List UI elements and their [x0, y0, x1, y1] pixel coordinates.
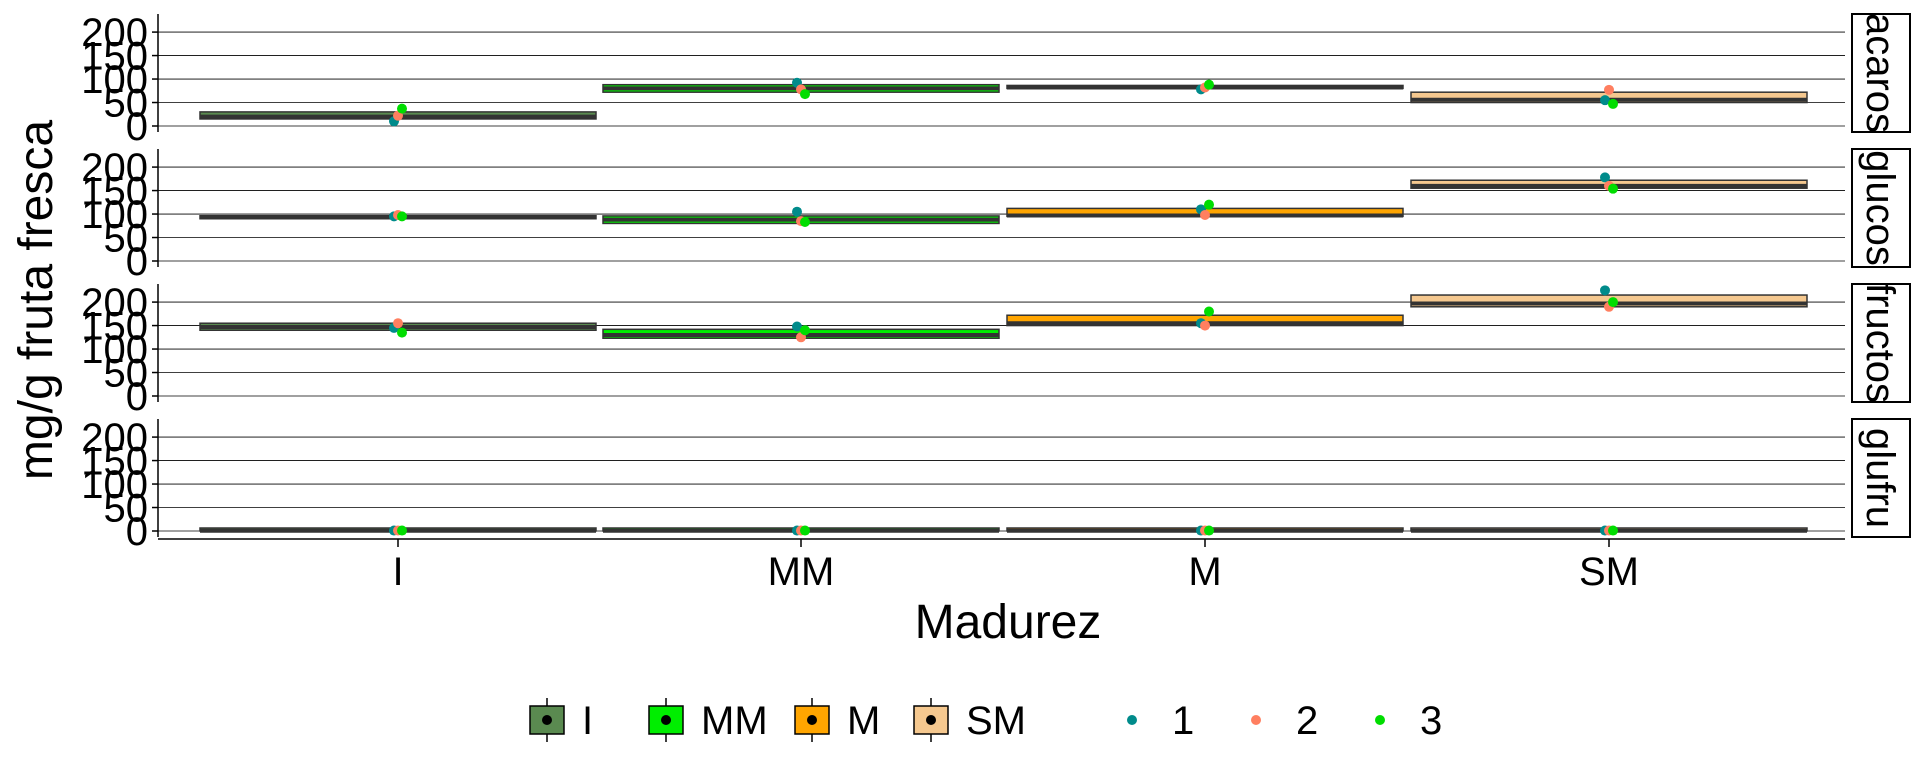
y-tick-label: 0 [126, 375, 148, 419]
y-tick-label: 100 [81, 193, 148, 237]
legend-label: 1 [1172, 699, 1194, 743]
y-tick-label: 0 [126, 240, 148, 284]
legend-label: I [582, 699, 593, 743]
y-tick-label: 200 [81, 281, 148, 325]
point-rep-3-M [1204, 306, 1214, 317]
point-rep-3-MM [800, 217, 810, 228]
y-tick-label: 150 [81, 35, 148, 79]
point-rep-2-I [393, 318, 403, 329]
y-tick-label: 0 [126, 510, 148, 554]
strip-box [1851, 13, 1911, 133]
legend-key-box [648, 705, 684, 735]
y-tick-label: 0 [126, 105, 148, 149]
legend-label: MM [701, 699, 768, 743]
point-rep-3-SM [1608, 525, 1618, 536]
legend-key-dot [807, 715, 817, 725]
y-tick-label: 50 [104, 352, 149, 396]
legend-item-point-1: 1 [1127, 699, 1194, 743]
point-rep-1-SM [1600, 172, 1610, 183]
point-rep-3-MM [800, 325, 810, 336]
legend-item-point-3: 3 [1375, 699, 1442, 743]
point-rep-3-I [397, 211, 407, 222]
point-rep-1-MM [792, 321, 802, 332]
point-rep-3-SM [1608, 297, 1618, 308]
point-rep-3-M [1204, 199, 1214, 210]
y-tick-label: 100 [81, 58, 148, 102]
strip-box [1851, 283, 1911, 403]
point-rep-2-M [1200, 209, 1210, 220]
strip-label: glucos [1858, 150, 1902, 266]
point-rep-3-M [1204, 525, 1214, 536]
legend-label: M [847, 699, 880, 743]
point-rep-3-MM [800, 89, 810, 100]
strip-label: fructos [1858, 283, 1902, 403]
legend: I MM M SM 1 2 3 [529, 698, 1442, 743]
y-tick-label: 100 [81, 328, 148, 372]
legend-item-MM: MM [648, 698, 768, 743]
y-tick-label: 50 [104, 217, 149, 261]
y-tick-label: 50 [104, 82, 149, 126]
legend-key-dot [661, 715, 671, 725]
point-rep-1-SM [1600, 285, 1610, 296]
x-tick-label: MM [768, 550, 835, 594]
legend-item-point-2: 2 [1251, 699, 1318, 743]
legend-label: 3 [1420, 699, 1442, 743]
legend-key-dot [926, 715, 936, 725]
point-rep-1-MM [792, 206, 802, 217]
legend-point-key [1375, 715, 1385, 725]
legend-point-key [1127, 715, 1137, 725]
point-rep-1-SM [1600, 95, 1610, 106]
y-tick-label: 200 [81, 11, 148, 55]
y-tick-label: 50 [104, 487, 149, 531]
y-tick-label: 200 [81, 146, 148, 190]
strip-label: glufru [1858, 428, 1902, 528]
strip-box [1851, 418, 1911, 538]
point-rep-3-I [397, 327, 407, 338]
x-axis: I MM M SM [158, 538, 1845, 594]
legend-point-key [1251, 715, 1261, 725]
point-rep-2-SM [1604, 84, 1614, 95]
legend-item-I: I [529, 698, 593, 743]
x-tick-label: M [1188, 550, 1221, 594]
y-tick-label: 200 [81, 416, 148, 460]
x-axis-label: Madurez [915, 596, 1102, 649]
point-rep-3-SM [1608, 183, 1618, 194]
point-rep-2-M [1200, 320, 1210, 331]
legend-label: 2 [1296, 699, 1318, 743]
y-tick-label: 150 [81, 305, 148, 349]
point-rep-3-I [397, 103, 407, 114]
point-rep-3-M [1204, 79, 1214, 90]
strip-label: acaros [1858, 13, 1902, 133]
point-rep-3-I [397, 525, 407, 536]
x-tick-label: SM [1579, 550, 1639, 594]
y-axis-label: mg/g fruta fresca [10, 120, 63, 480]
y-tick-label: 150 [81, 170, 148, 214]
legend-item-SM: SM [913, 698, 1026, 743]
y-tick-label: 100 [81, 463, 148, 507]
x-tick-label: I [392, 550, 403, 594]
legend-item-M: M [794, 698, 880, 743]
y-tick-label: 150 [81, 440, 148, 484]
legend-key-dot [542, 715, 552, 725]
point-rep-3-SM [1608, 98, 1618, 109]
legend-label: SM [966, 699, 1026, 743]
strip-box [1851, 148, 1911, 268]
point-rep-3-MM [800, 525, 810, 536]
